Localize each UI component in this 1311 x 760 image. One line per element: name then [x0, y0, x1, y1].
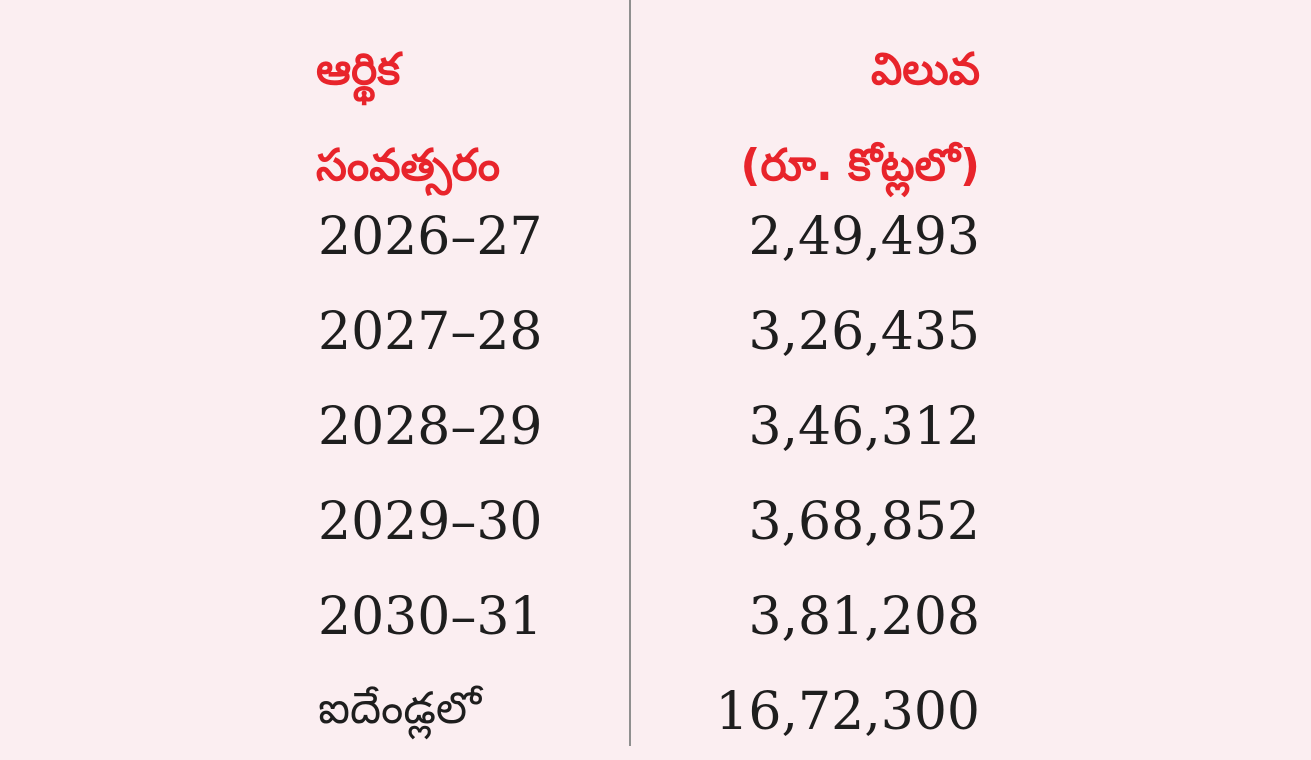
header-financial-year: ఆర్థిక సంవత్సరం	[316, 22, 500, 214]
total-value: 16,72,300	[715, 682, 980, 742]
table-body: 2026–27 2,49,493 2027–28 3,26,435 2028–2…	[0, 190, 1311, 760]
year-cell: 2027–28	[318, 302, 543, 362]
value-cell: 3,81,208	[748, 587, 980, 647]
table-row: 2028–29 3,46,312	[0, 380, 1311, 475]
value-cell: 2,49,493	[748, 207, 980, 267]
value-cell: 3,26,435	[748, 302, 980, 362]
value-cell: 3,46,312	[748, 397, 980, 457]
table-row: 2027–28 3,26,435	[0, 285, 1311, 380]
header-value-line2: (రూ. కోట్లలో)	[740, 140, 980, 191]
header-financial-year-line1: ఆర్థిక	[316, 44, 401, 95]
year-cell: 2028–29	[318, 397, 543, 457]
total-row: ఐదేండ్లలో 16,72,300	[0, 665, 1311, 760]
total-label: ఐదేండ్లలో	[318, 683, 482, 734]
year-cell: 2026–27	[318, 207, 543, 267]
header-value: విలువ (రూ. కోట్లలో)	[740, 22, 980, 214]
header-financial-year-line2: సంవత్సరం	[316, 140, 501, 191]
table-row: 2026–27 2,49,493	[0, 190, 1311, 285]
header-value-line1: విలువ	[871, 44, 980, 95]
table-row: 2029–30 3,68,852	[0, 475, 1311, 570]
value-cell: 3,68,852	[748, 492, 980, 552]
table-row: 2030–31 3,81,208	[0, 570, 1311, 665]
year-cell: 2029–30	[318, 492, 543, 552]
column-divider	[629, 0, 631, 746]
year-cell: 2030–31	[318, 587, 543, 647]
